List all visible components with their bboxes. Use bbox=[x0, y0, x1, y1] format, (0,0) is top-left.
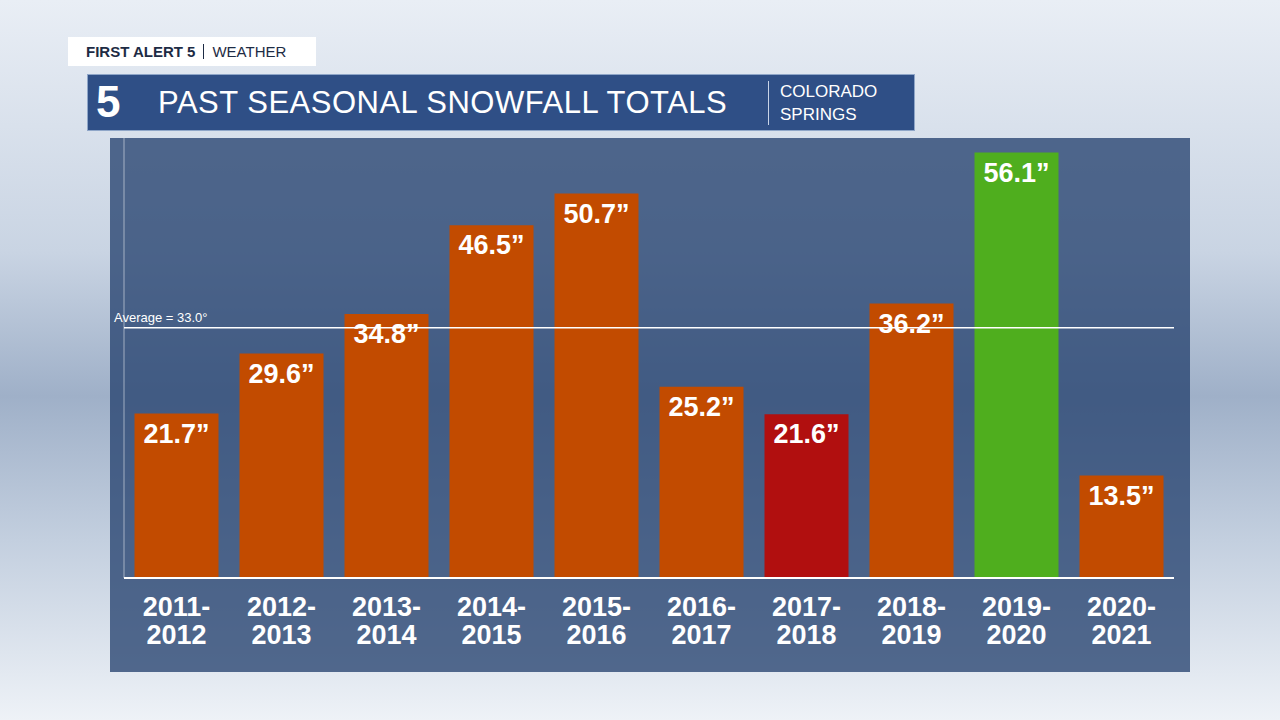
svg-text:34.8”: 34.8” bbox=[353, 319, 419, 349]
svg-text:2019-: 2019- bbox=[982, 592, 1051, 622]
svg-text:2015-: 2015- bbox=[562, 592, 631, 622]
svg-text:2014: 2014 bbox=[356, 620, 416, 650]
html-text:WEATHER: WEATHER bbox=[212, 43, 287, 60]
svg-text:2021: 2021 bbox=[1091, 620, 1151, 650]
svg-text:29.6”: 29.6” bbox=[248, 359, 314, 389]
svg-text:21.7”: 21.7” bbox=[143, 419, 209, 449]
svg-text:2020-: 2020- bbox=[1087, 592, 1156, 622]
svg-text:2012-: 2012- bbox=[247, 592, 316, 622]
svg-text:50.7”: 50.7” bbox=[563, 199, 629, 229]
html-text:COLORADO: COLORADO bbox=[780, 82, 878, 101]
svg-text:36.2”: 36.2” bbox=[878, 309, 944, 339]
svg-text:2016-: 2016- bbox=[667, 592, 736, 622]
html-text:SPRINGS: SPRINGS bbox=[780, 105, 857, 124]
svg-text:21.6”: 21.6” bbox=[773, 419, 839, 449]
svg-text:2018-: 2018- bbox=[877, 592, 946, 622]
svg-text:2018: 2018 bbox=[776, 620, 836, 650]
svg-text:2015: 2015 bbox=[461, 620, 521, 650]
svg-text:2011-: 2011- bbox=[143, 592, 211, 622]
svg-text:25.2”: 25.2” bbox=[668, 392, 734, 422]
svg-text:46.5”: 46.5” bbox=[458, 230, 524, 260]
svg-text:2013-: 2013- bbox=[352, 592, 421, 622]
svg-text:2014-: 2014- bbox=[457, 592, 526, 622]
svg-text:13.5”: 13.5” bbox=[1088, 481, 1154, 511]
svg-text:2013: 2013 bbox=[251, 620, 311, 650]
svg-text:Average = 33.0°: Average = 33.0° bbox=[114, 310, 208, 325]
svg-text:2019: 2019 bbox=[881, 620, 941, 650]
html-text:FIRST ALERT 5: FIRST ALERT 5 bbox=[86, 43, 196, 60]
svg-text:2012: 2012 bbox=[146, 620, 206, 650]
html-text:PAST SEASONAL SNOWFALL TOTALS: PAST SEASONAL SNOWFALL TOTALS bbox=[158, 85, 728, 120]
svg-text:2016: 2016 bbox=[566, 620, 626, 650]
svg-text:2020: 2020 bbox=[986, 620, 1046, 650]
svg-text:2017: 2017 bbox=[671, 620, 731, 650]
svg-text:56.1”: 56.1” bbox=[983, 158, 1049, 188]
html-text:5: 5 bbox=[96, 77, 121, 126]
svg-text:2017-: 2017- bbox=[772, 592, 841, 622]
